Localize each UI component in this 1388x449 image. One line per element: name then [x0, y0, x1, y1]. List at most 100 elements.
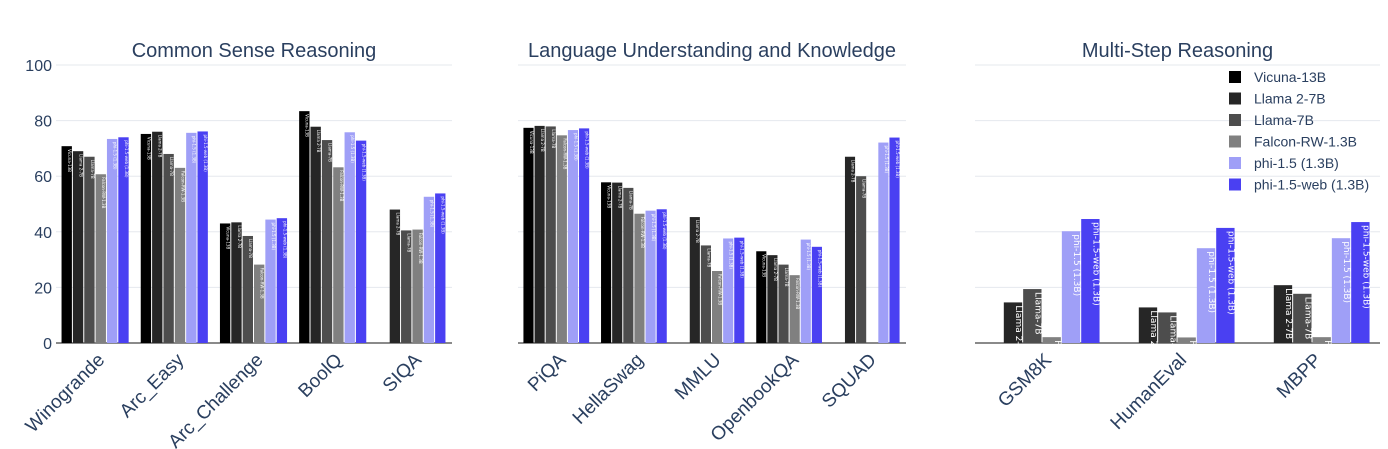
- bar-label: phi-1.5-web (1.3B): [282, 221, 287, 259]
- bar-label: Vicuna-13B: [606, 185, 611, 208]
- bar-label: Falcon-RW-1.3B: [101, 177, 106, 208]
- bar-label: Falcon-RW-1.3B: [717, 274, 722, 305]
- bar-label: phi-1.5 (1.3B): [429, 200, 434, 228]
- bar-label: Falcon-RW-1.3B: [562, 138, 567, 169]
- bar-winogrande-llama-2-7b: [72, 151, 84, 343]
- bar-label: Llama 2-7B: [695, 220, 700, 243]
- x-tick-label: PiQA: [524, 349, 570, 395]
- bar-mmlu-phi-1-5-web-1-3b: [734, 237, 745, 343]
- bar-piqa-phi-1-5-web-1-3b: [579, 128, 590, 343]
- legend-swatch: [1229, 135, 1241, 148]
- bar-label: Llama 2-7B: [540, 129, 545, 152]
- bar-label: Vicuna-13B: [762, 254, 767, 277]
- bar-siqa-phi-1-5-web-1-3b: [435, 193, 446, 343]
- bar-hellaswag-llama-2-7b: [612, 182, 623, 343]
- bar-label: Llama-7B: [1032, 292, 1042, 334]
- bar-label: Llama 2-7B: [850, 160, 855, 183]
- bar-boolq-llama-2-7b: [310, 126, 321, 343]
- bar-label: Llama 2-7B: [1148, 310, 1158, 361]
- bar-humaneval-phi-1-5-web-1-3b: [1216, 227, 1235, 343]
- legend-label: Vicuna-13B: [1254, 69, 1326, 85]
- bar-label: phi-1.5-web (1.3B): [817, 250, 822, 288]
- bar-label: phi-1.5 (1.3B): [806, 243, 811, 271]
- bar-piqa-phi-1-5-1-3b: [567, 130, 579, 343]
- bar-label: phi-1.5 (1.3B): [350, 135, 355, 163]
- bar-mbpp-phi-1-5-1-3b: [1331, 238, 1351, 343]
- bar-mmlu-phi-1-5-1-3b: [723, 238, 734, 343]
- bar-label: Llama-7B: [1302, 297, 1312, 339]
- bar-humaneval-falcon-rw-1-3b: [1177, 337, 1196, 343]
- bar-label: phi-1.5-web (1.3B): [895, 141, 900, 179]
- bar-gsm8k-llama-2-7b: [1003, 302, 1023, 343]
- bar-boolq-vicuna-13b: [299, 111, 310, 343]
- legend-label: Llama-7B: [1254, 112, 1314, 128]
- bar-mbpp-llama-2-7b: [1273, 285, 1293, 343]
- legend-swatch: [1229, 92, 1241, 105]
- x-tick-label: Arc_Easy: [116, 349, 189, 422]
- bar-arc-challenge-llama-2-7b: [231, 222, 242, 343]
- bar-siqa-llama-7b: [401, 230, 412, 343]
- bar-label: phi-1.5 (1.3B): [1206, 251, 1216, 313]
- legend-label: Llama 2-7B: [1254, 91, 1326, 107]
- bar-winogrande-vicuna-13b: [61, 146, 72, 343]
- bar-piqa-falcon-rw-1-3b: [556, 135, 567, 343]
- bar-hellaswag-falcon-rw-1-3b: [634, 213, 645, 343]
- bar-openbookqa-falcon-rw-1-3b: [789, 275, 800, 343]
- x-tick-label: GSM8K: [994, 349, 1056, 411]
- bar-winogrande-falcon-rw-1-3b: [95, 174, 106, 343]
- bar-label: Llama 2-7B: [1013, 305, 1023, 356]
- bar-squad-llama-2-7b: [844, 156, 856, 343]
- bar-label: phi-1.5-web (1.3B): [1226, 231, 1236, 315]
- bar-label: Falcon-RW-1.3B: [260, 268, 265, 299]
- bar-piqa-llama-2-7b: [534, 125, 545, 343]
- x-tick-label: MBPP: [1273, 350, 1326, 403]
- bar-label: phi-1.5-web (1.3B): [1361, 225, 1371, 309]
- bar-label: Llama-7B: [90, 160, 95, 179]
- bar-label: Llama-7B: [784, 268, 789, 287]
- bar-label: phi-1.5 (1.3B): [729, 241, 734, 269]
- bar-label: Vicuna-13B: [529, 131, 534, 154]
- bar-label: Llama 2-7B: [1283, 288, 1293, 339]
- bar-label: Falcon-RW-1.3B: [640, 217, 645, 248]
- bar-openbookqa-phi-1-5-1-3b: [800, 239, 811, 343]
- bar-label: Vicuna-13B: [226, 226, 231, 249]
- x-tick-label: BoolQ: [295, 350, 347, 402]
- bar-label: phi-1.5-web (1.3B): [361, 144, 366, 182]
- bar-arc-easy-phi-1-5-web-1-3b: [197, 131, 208, 343]
- bar-winogrande-phi-1-5-1-3b: [106, 138, 118, 343]
- bar-label: phi-1.5-web (1.3B): [585, 131, 590, 169]
- y-tick-label: 0: [43, 336, 52, 353]
- bar-arc-easy-llama-7b: [163, 153, 174, 343]
- bar-arc-easy-llama-2-7b: [152, 131, 163, 343]
- bar-label: phi-1.5-web (1.3B): [740, 241, 745, 279]
- bar-mmlu-llama-2-7b: [689, 217, 700, 343]
- bar-label: Falcon-RW-1.3B: [1187, 340, 1197, 410]
- bar-hellaswag-phi-1-5-1-3b: [645, 210, 656, 343]
- bar-label: phi-1.5 (1.3B): [884, 146, 889, 174]
- bar-squad-phi-1-5-1-3b: [878, 142, 889, 343]
- bar-arc-challenge-phi-1-5-web-1-3b: [276, 218, 288, 343]
- bar-hellaswag-vicuna-13b: [601, 182, 612, 343]
- bar-openbookqa-vicuna-13b: [756, 251, 767, 343]
- y-tick-label: 20: [34, 280, 52, 297]
- bar-gsm8k-phi-1-5-web-1-3b: [1081, 219, 1100, 343]
- bar-label: phi-1.5 (1.3B): [1341, 241, 1351, 303]
- x-tick-label: Winogrande: [22, 350, 109, 437]
- bar-openbookqa-phi-1-5-web-1-3b: [811, 246, 822, 343]
- y-tick-label: 100: [25, 58, 52, 75]
- legend-swatch: [1229, 157, 1241, 169]
- bar-label: Falcon-RW-1.3B: [1322, 340, 1332, 410]
- legend-label: phi-1.5-web (1.3B): [1254, 177, 1369, 193]
- bar-label: Falcon-RW-1.3B: [795, 278, 800, 309]
- bar-humaneval-llama-2-7b: [1138, 307, 1158, 343]
- bar-label: phi-1.5-web (1.3B): [203, 134, 208, 172]
- x-tick-label: HumanEval: [1107, 350, 1191, 434]
- bar-label: Vicuna-13B: [305, 114, 310, 137]
- bar-arc-easy-phi-1-5-1-3b: [186, 132, 197, 343]
- bar-winogrande-phi-1-5-web-1-3b: [118, 137, 129, 343]
- bar-label: Llama-7B: [169, 157, 174, 176]
- bar-label: phi-1.5 (1.3B): [573, 133, 578, 161]
- bar-label: Llama-7B: [1167, 315, 1177, 357]
- bar-piqa-llama-7b: [545, 126, 556, 343]
- bar-label: Llama 2-7B: [773, 258, 778, 281]
